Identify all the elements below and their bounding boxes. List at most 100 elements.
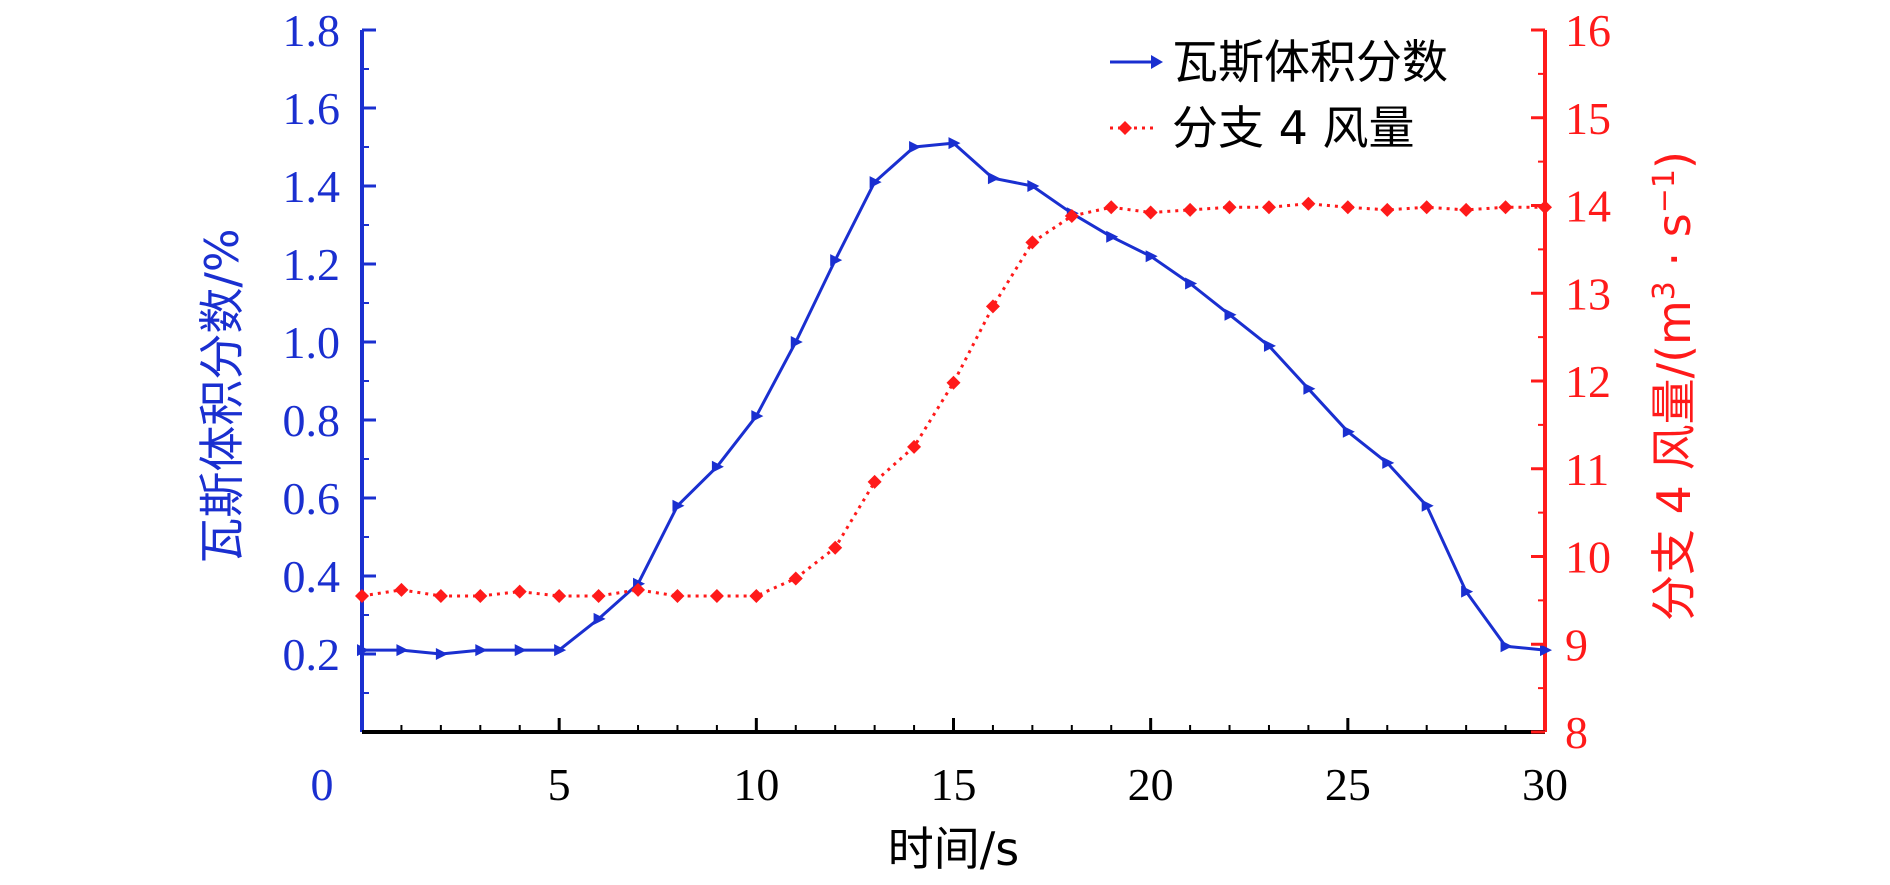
- series-1-point: [790, 336, 803, 348]
- series-2-point: [355, 588, 369, 603]
- series-1-point: [1342, 425, 1355, 438]
- series-1-point: [1461, 585, 1474, 598]
- series-2-line: [361, 202, 1545, 598]
- y-left-axis-label: 瓦斯体积分数/%: [195, 228, 249, 563]
- series-1-point: [593, 612, 606, 625]
- series-1-point: [1145, 250, 1158, 263]
- series-2-point: [394, 582, 409, 597]
- y-left-tick-label: 1.4: [283, 161, 341, 212]
- series-2-point: [1498, 200, 1513, 215]
- y-right-tick-label: 8: [1565, 707, 1588, 758]
- series-2-point: [1301, 196, 1316, 211]
- x-tick-label: 5: [548, 759, 571, 810]
- series-2-point: [552, 588, 567, 603]
- chart-ticks-layer: 0 5 10 15 20 25 30 0.2 0.4 0.6 0.8 1.0 1.2 1.4 1.6 1.8 8…: [283, 5, 1612, 810]
- y-right-label-sup-1: 3: [1647, 281, 1682, 300]
- y-right-tick-label: 9: [1565, 619, 1588, 670]
- y-left-tick-label: 0.8: [283, 395, 341, 446]
- y-right-tick-label: 15: [1565, 93, 1611, 144]
- legend-item-series-2: 分支 4 风量: [1110, 101, 1415, 155]
- y-right-tick-label: 12: [1565, 356, 1611, 407]
- series-1-point: [1382, 456, 1395, 469]
- series-2-point: [985, 299, 1000, 314]
- x-axis-label: 时间/s: [888, 822, 1019, 876]
- series-1-point: [711, 460, 724, 473]
- chart-legend: 瓦斯体积分数 分支 4 风量: [1110, 35, 1448, 155]
- y-left-tick-label: 0.2: [283, 629, 341, 680]
- series-1-point: [514, 644, 527, 657]
- x-tick-label: 20: [1128, 759, 1174, 810]
- series-2-point: [828, 540, 843, 555]
- series-1-point: [1185, 277, 1198, 290]
- y-left-tick-label: 0.4: [283, 551, 341, 602]
- y-right-label-part-2: · s: [1647, 213, 1701, 281]
- series-1-point: [357, 644, 369, 657]
- series-2-point: [1064, 209, 1079, 224]
- y-right-tick-label: 13: [1565, 268, 1611, 319]
- series-2-point: [1143, 205, 1158, 220]
- y-right-tick-label: 10: [1565, 532, 1611, 583]
- series-2-point: [473, 588, 488, 603]
- series-2-point: [749, 588, 764, 603]
- series-2-point: [631, 582, 646, 597]
- legend-item-series-1: 瓦斯体积分数: [1110, 35, 1448, 89]
- series-2-point: [512, 584, 527, 599]
- series-1-point: [1106, 230, 1119, 243]
- x-tick-label: 25: [1325, 759, 1371, 810]
- series-2-point: [591, 588, 606, 603]
- chart-series-layer: [355, 137, 1552, 660]
- series-1-point: [909, 141, 922, 153]
- series-1-point: [1421, 499, 1434, 512]
- series-2-point: [1380, 202, 1395, 217]
- y-left-tick-label: 1.6: [283, 83, 341, 134]
- series-2-point: [1459, 202, 1474, 217]
- y-left-tick-label: 1.0: [283, 317, 341, 368]
- series-1-point: [1500, 640, 1513, 653]
- y-right-label-sup-2: −1: [1647, 169, 1682, 213]
- x-tick-label: 30: [1522, 759, 1568, 810]
- series-2-point: [1538, 200, 1552, 215]
- series-2-point: [867, 474, 882, 489]
- series-1-point: [751, 410, 764, 423]
- series-1-point: [1263, 339, 1276, 352]
- y-right-label-part-3: ): [1647, 151, 1701, 169]
- series-1-point: [396, 644, 409, 657]
- series-2-point: [907, 439, 922, 454]
- y-right-label-part-1: 分支 4 风量/(m: [1647, 300, 1701, 621]
- y-right-tick-label: 14: [1565, 181, 1611, 232]
- y-left-tick-label: 1.2: [283, 239, 341, 290]
- legend-swatch-marker-2: [1118, 121, 1132, 135]
- series-1-point: [475, 644, 488, 657]
- series-1-point: [869, 176, 882, 189]
- series-1-point: [830, 254, 843, 267]
- x-tick-label: 15: [931, 759, 977, 810]
- series-2-point: [1261, 200, 1276, 215]
- y-right-axis-label: 分支 4 风量/(m3 · s−1): [1647, 151, 1701, 621]
- series-1-point: [435, 648, 448, 660]
- series-2-point: [433, 588, 448, 603]
- series-2-point: [1419, 200, 1434, 215]
- y-right-tick-label: 16: [1565, 5, 1611, 56]
- series-2-point: [1104, 200, 1119, 215]
- legend-swatch-marker-1: [1151, 55, 1163, 69]
- series-1-point: [1027, 180, 1040, 192]
- y-left-tick-label: 1.8: [283, 5, 341, 56]
- series-2-point: [946, 375, 961, 390]
- legend-label-series-1: 瓦斯体积分数: [1172, 35, 1448, 89]
- series-1-point: [1303, 382, 1316, 395]
- series-2-point: [670, 588, 685, 603]
- series-2-point: [709, 588, 724, 603]
- x-tick-label: 0: [311, 759, 334, 810]
- series-1-point: [672, 499, 685, 512]
- series-1-point: [554, 644, 567, 657]
- series-2-point: [1025, 235, 1040, 250]
- series-2-point: [1183, 202, 1198, 217]
- y-left-tick-label: 0.6: [283, 473, 341, 524]
- series-2-point: [1340, 200, 1355, 215]
- series-1-point: [987, 172, 1000, 185]
- series-1-line: [362, 141, 1546, 656]
- series-1-point: [1224, 308, 1237, 321]
- series-1-point: [1540, 644, 1552, 657]
- series-2-point: [1222, 200, 1237, 215]
